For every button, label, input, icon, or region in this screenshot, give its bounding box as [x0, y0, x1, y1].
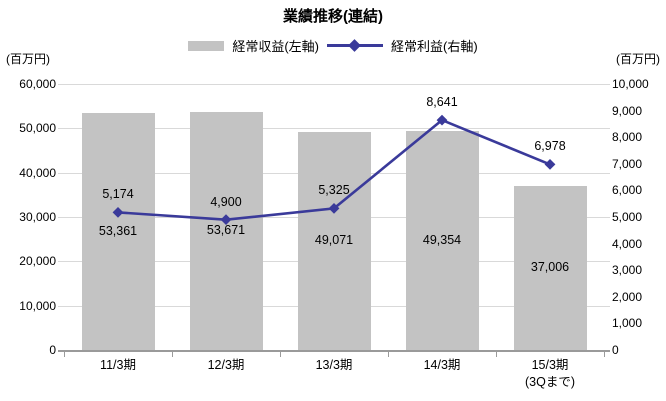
- line-value-label: 5,174: [102, 187, 134, 201]
- right-axis-tick-label: 3,000: [612, 263, 643, 277]
- left-axis-tick-label: 60,000: [19, 77, 56, 91]
- bar-value-label: 53,671: [206, 223, 246, 237]
- left-axis-tick-label: 0: [49, 343, 56, 357]
- right-axis-unit-label: (百万円): [616, 52, 660, 66]
- left-axis-tick-label: 10,000: [19, 299, 56, 313]
- revenue-bar: [514, 186, 587, 350]
- bar-value-label: 37,006: [530, 260, 570, 274]
- left-axis-tick-label: 20,000: [19, 254, 56, 268]
- diamond-marker-icon: [220, 214, 232, 226]
- x-axis-label: 11/3期: [100, 358, 136, 372]
- bar-value-label: 53,361: [98, 224, 138, 238]
- legend: 経常収益(左軸) 経常利益(右軸): [0, 36, 666, 55]
- x-axis-tick: [280, 352, 281, 357]
- bar-value-label: 49,354: [422, 233, 462, 247]
- line-value-label: 4,900: [210, 195, 242, 209]
- gridline: [58, 128, 610, 129]
- x-axis-tick: [496, 352, 497, 357]
- right-axis-tick-label: 9,000: [612, 104, 643, 118]
- left-axis-unit-label: (百万円): [6, 52, 50, 66]
- revenue-bar: [82, 113, 155, 350]
- right-axis-tick-label: 1,000: [612, 316, 643, 330]
- right-axis-tick-label: 7,000: [612, 157, 643, 171]
- gridline: [58, 84, 610, 85]
- diamond-marker-icon: [112, 206, 124, 218]
- revenue-bar: [190, 112, 263, 350]
- right-axis-tick-label: 8,000: [612, 130, 643, 144]
- diamond-marker-icon: [328, 202, 340, 214]
- x-axis-line: [58, 350, 610, 352]
- left-axis-tick-label: 40,000: [19, 166, 56, 180]
- left-axis-tick-label: 30,000: [19, 210, 56, 224]
- right-axis-tick-label: 4,000: [612, 237, 643, 251]
- x-axis-tick: [388, 352, 389, 357]
- legend-line-label: 経常利益(右軸): [391, 39, 478, 54]
- right-axis-tick-label: 5,000: [612, 210, 643, 224]
- right-axis-tick-label: 6,000: [612, 183, 643, 197]
- bar-value-label: 49,071: [314, 233, 354, 247]
- diamond-marker-icon: [436, 114, 448, 126]
- x-axis-sublabel: (3Qまで): [524, 375, 575, 389]
- right-axis-tick-label: 2,000: [612, 290, 643, 304]
- line-value-label: 6,978: [534, 139, 566, 153]
- left-axis-tick-label: 50,000: [19, 121, 56, 135]
- x-axis-label: 15/3期 (3Qまで): [496, 357, 604, 391]
- line-value-label: 8,641: [426, 95, 458, 109]
- diamond-marker-icon: [544, 158, 556, 170]
- x-axis-tick: [604, 352, 605, 357]
- legend-bar-swatch: [188, 40, 225, 51]
- chart-title: 業績推移(連結): [283, 8, 383, 25]
- revenue-bar: [406, 131, 479, 350]
- x-axis-label: 13/3期: [315, 358, 353, 372]
- right-axis-tick-label: 0: [612, 343, 619, 357]
- line-value-label: 5,325: [318, 183, 350, 197]
- legend-bar-label: 経常収益(左軸): [232, 39, 319, 54]
- revenue-bar: [298, 132, 371, 350]
- x-axis-label: 12/3期: [207, 358, 245, 372]
- x-axis-tick: [64, 352, 65, 357]
- x-axis-label: 14/3期: [423, 358, 461, 372]
- x-axis-tick: [172, 352, 173, 357]
- legend-line-swatch: [327, 39, 383, 52]
- right-axis-tick-label: 10,000: [612, 77, 649, 91]
